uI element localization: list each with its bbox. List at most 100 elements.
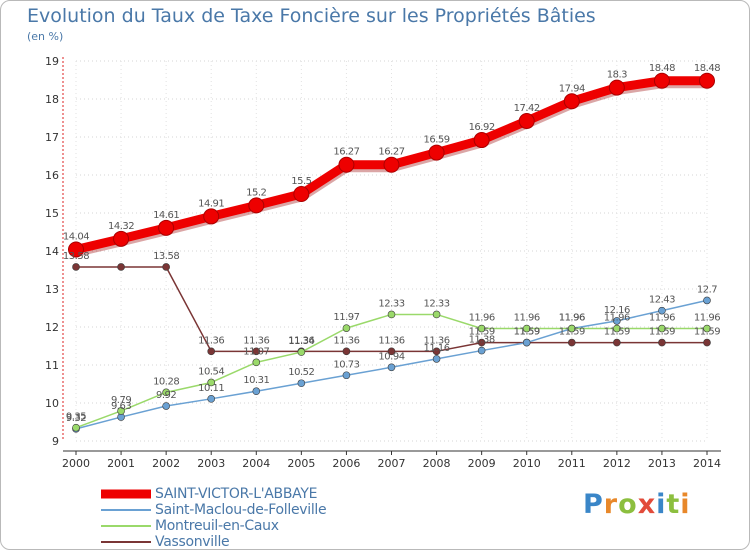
data-point-saint-victor	[248, 197, 265, 214]
data-label-saint-victor: 14.32	[108, 221, 134, 232]
data-point-montreuil	[72, 423, 80, 432]
data-point-saint-victor	[473, 132, 490, 149]
y-tick-label: 10	[45, 397, 59, 410]
data-point-saint-maclou	[207, 395, 216, 403]
data-label-montreuil: 10.28	[153, 376, 179, 387]
y-tick-label: 11	[45, 359, 59, 372]
axis-layer: 9 10 11 12 13 14 15 16 17 18 19 2000 2001 2002 2003 200…	[45, 55, 721, 470]
data-point-montreuil	[432, 310, 441, 319]
data-point-vassonville	[613, 338, 621, 347]
legend: SAINT-VICTOR-L'ABBAYE Saint-Maclou-de-Fo…	[101, 486, 327, 549]
data-point-montreuil	[658, 324, 666, 333]
data-point-saint-victor	[653, 72, 670, 89]
data-label-saint-maclou: 10.11	[198, 383, 224, 394]
data-label-vassonville: 11.36	[243, 335, 269, 346]
data-point-saint-victor	[293, 186, 310, 202]
data-point-montreuil	[162, 388, 170, 397]
data-label-montreuil: 10.54	[198, 366, 224, 377]
legend-item-vassonville: Vassonville	[101, 534, 326, 549]
x-tick-label: 2004	[242, 457, 270, 470]
proxiti-logo: Proxiti	[583, 489, 691, 520]
x-tick-label: 2002	[152, 457, 180, 470]
y-tick-label: 12	[45, 321, 59, 334]
data-label-saint-victor: 16.27	[333, 147, 359, 158]
data-label-saint-victor: 18.48	[694, 63, 720, 74]
data-label-vassonville: 11.59	[559, 327, 585, 338]
data-label-montreuil: 11.96	[559, 313, 585, 324]
data-label-saint-maclou: 11.16	[424, 343, 450, 354]
data-label-vassonville: 11.36	[378, 335, 404, 346]
data-label-saint-maclou: 12.16	[604, 305, 630, 316]
data-label-saint-maclou: 12.43	[649, 295, 675, 306]
x-tick-label: 2001	[107, 457, 135, 470]
data-point-montreuil	[297, 348, 306, 356]
logo-letter: r	[603, 489, 619, 520]
x-tick-label: 2000	[62, 457, 90, 470]
x-tick-label: 2011	[558, 457, 586, 470]
data-point-saint-maclou	[477, 346, 486, 355]
data-point-vassonville	[162, 263, 170, 271]
logo-letter: i	[656, 489, 667, 520]
data-label-montreuil: 9.79	[111, 395, 131, 406]
y-tick-label: 16	[45, 169, 59, 182]
data-point-saint-victor	[338, 156, 355, 173]
data-label-montreuil: 11.34	[288, 336, 314, 347]
logo-letter: P	[583, 489, 604, 520]
data-point-saint-maclou	[342, 371, 351, 380]
data-point-vassonville	[432, 347, 441, 356]
data-label-vassonville: 11.36	[198, 335, 224, 346]
data-point-saint-victor	[699, 72, 715, 89]
legend-label-saint-victor: SAINT-VICTOR-L'ABBAYE	[155, 486, 318, 502]
legend-item-saint-maclou: Saint-Maclou-de-Folleville	[101, 502, 327, 518]
data-point-saint-maclou	[297, 379, 306, 388]
data-point-saint-victor	[203, 208, 220, 225]
data-label-saint-victor: 18.3	[607, 70, 627, 81]
data-label-montreuil: 11.96	[694, 313, 720, 324]
data-label-vassonville: 13.58	[153, 251, 179, 262]
data-label-vassonville: 11.59	[469, 327, 495, 338]
data-label-vassonville: 11.59	[649, 327, 675, 338]
data-label-saint-maclou: 11.96	[559, 313, 585, 324]
y-tick-label: 13	[45, 283, 59, 296]
data-label-montreuil: 9.35	[66, 412, 86, 423]
logo-letter: t	[666, 489, 681, 520]
data-label-saint-maclou: 10.73	[333, 359, 359, 370]
data-label-saint-victor: 17.42	[514, 103, 540, 114]
data-point-saint-victor	[563, 93, 580, 110]
chart-title: Evolution du Taux de Taxe Foncière sur l…	[27, 5, 596, 27]
data-point-vassonville	[387, 347, 396, 356]
data-point-saint-victor	[518, 113, 535, 130]
x-tick-label: 2005	[287, 457, 315, 470]
x-tick-label: 2014	[693, 457, 721, 470]
data-point-montreuil	[252, 358, 261, 367]
data-label-vassonville: 11.36	[288, 335, 314, 346]
y-tick-label: 14	[45, 245, 59, 258]
data-label-vassonville: 13.58	[63, 251, 89, 262]
data-label-saint-maclou: 9.32	[66, 413, 86, 424]
data-label-saint-victor: 18.48	[649, 63, 675, 74]
data-label-saint-maclou: 9.63	[111, 401, 131, 412]
data-label-saint-maclou: 9.92	[156, 390, 176, 401]
unit-label: (en %)	[27, 30, 64, 43]
data-label-saint-victor: 14.04	[63, 231, 89, 242]
data-label-saint-victor: 17.94	[559, 83, 585, 94]
data-label-saint-maclou: 10.94	[378, 351, 404, 362]
data-label-montreuil: 11.96	[469, 313, 495, 324]
y-tick-label: 17	[45, 131, 59, 144]
x-tick-label: 2007	[378, 457, 406, 470]
data-point-saint-victor	[158, 219, 175, 236]
data-point-saint-victor	[68, 241, 84, 258]
data-label-saint-victor: 14.91	[198, 198, 224, 209]
data-point-montreuil	[567, 324, 576, 333]
data-point-vassonville	[207, 347, 216, 356]
label-layer: 14.04 14.32 14.61 14.91 15.2 15.5 16.27 16.27 16…	[63, 63, 721, 424]
data-label-montreuil: 11.07	[243, 346, 269, 357]
x-tick-label: 2006	[332, 457, 360, 470]
data-point-montreuil	[387, 310, 396, 319]
series-layer	[68, 72, 715, 433]
data-point-saint-victor	[608, 79, 625, 96]
data-point-montreuil	[522, 324, 531, 333]
data-label-vassonville: 11.36	[424, 335, 450, 346]
data-label-montreuil: 11.96	[604, 313, 630, 324]
